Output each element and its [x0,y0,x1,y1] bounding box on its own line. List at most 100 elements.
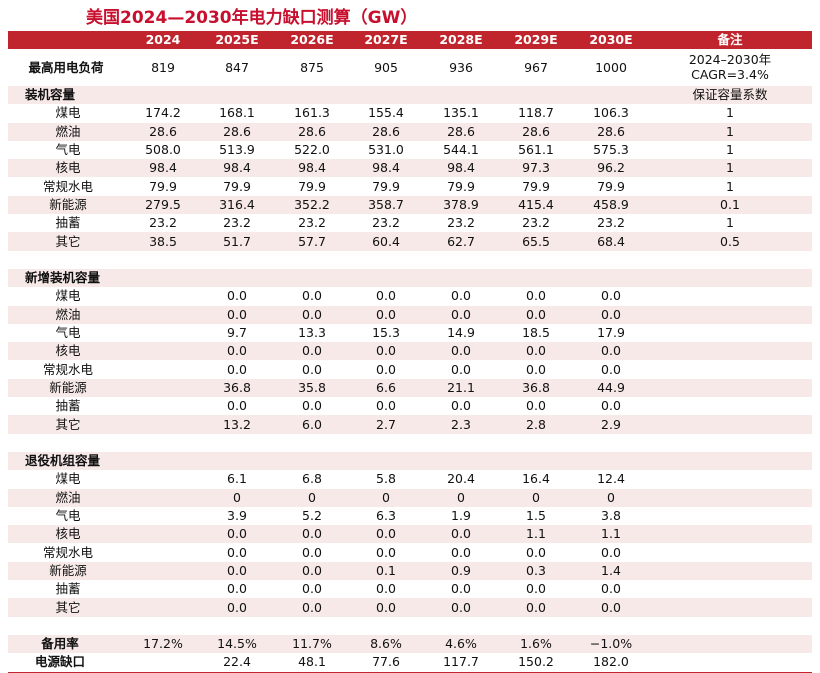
row-label: 其它 [55,599,81,615]
cell: 0.0 [302,398,322,414]
cell: 544.1 [443,142,479,158]
cell: 0.0 [227,599,247,615]
note-cell: 1 [726,142,734,158]
cell: 79.9 [597,178,625,194]
cell: 98.4 [447,160,475,176]
note-cell: 1 [726,123,734,139]
cell: 2.8 [526,416,546,432]
row-label: 煤电 [55,471,81,487]
cell: 0.0 [376,398,396,414]
cell: 28.6 [223,123,251,139]
cell: 352.2 [294,196,330,212]
cell: 0.0 [302,544,322,560]
cell: 0.0 [601,343,621,359]
cell: 0.0 [451,526,471,542]
header-band [8,31,812,49]
cell: 0.0 [227,526,247,542]
row-label: 新能源 [49,379,87,395]
cell: 3.8 [601,508,621,524]
bottom-rule [8,671,812,673]
cell: 415.4 [518,196,554,212]
cell: 23.2 [372,215,400,231]
row-label: 抽蓄 [55,581,81,597]
cell: 0.0 [526,306,546,322]
cell: 0.0 [376,361,396,377]
header-cell: 备注 [717,32,743,47]
cell: 0.0 [451,288,471,304]
cell: 1000 [595,60,627,75]
cell: 60.4 [372,233,400,249]
cell: 28.6 [522,123,550,139]
note-cell: CAGR=3.4% [691,66,769,82]
row-label: 核电 [55,160,81,176]
cell: 51.7 [223,233,251,249]
cell: 0.0 [526,599,546,615]
cell: 0.0 [376,288,396,304]
cell: 458.9 [593,196,629,212]
row-shade [8,525,812,544]
cell: 23.2 [298,215,326,231]
cell: 0.0 [302,599,322,615]
cell: 12.4 [597,471,625,487]
header-cell: 2024 [145,32,181,47]
cell: 513.9 [219,142,255,158]
cell: 13.3 [298,325,326,341]
row-label: 常规水电 [42,544,93,560]
note-cell: 保证容量系数 [692,87,768,103]
cell: 0.0 [601,398,621,414]
row-shade [8,122,812,141]
cell: 0.0 [376,343,396,359]
cell: 0.9 [451,562,471,578]
row-shade [8,195,812,215]
cell: 0 [457,489,465,505]
cell: 20.4 [447,471,475,487]
cell: 0.0 [601,599,621,615]
cell: 79.9 [447,178,475,194]
cell: 14.9 [447,325,475,341]
cell: 0.0 [451,544,471,560]
cell: 79.9 [372,178,400,194]
header-cell: 2029E [514,32,558,47]
cell: 905 [374,60,398,75]
cell: 0.0 [526,544,546,560]
row-shade [8,561,812,581]
cell: 0.0 [601,288,621,304]
cell: 79.9 [522,178,550,194]
cell: 23.2 [149,215,177,231]
cell: 98.4 [149,160,177,176]
cell: 522.0 [294,142,330,158]
cell: 36.8 [223,379,251,395]
cell: 98.4 [298,160,326,176]
row-label: 新能源 [49,196,87,212]
cell: 35.8 [298,379,326,395]
cell: 17.2% [143,636,183,652]
row-shade [8,232,812,251]
cell: 23.2 [522,215,550,231]
row-label: 燃油 [55,489,81,505]
cell: 0.0 [601,581,621,597]
cell: 65.5 [522,233,550,249]
cell: 0.0 [601,544,621,560]
cell: 117.7 [443,654,479,670]
cell: 28.6 [298,123,326,139]
cell: 21.1 [447,379,475,395]
row-label: 煤电 [55,105,81,121]
cell: 3.9 [227,508,247,524]
cell: 0.0 [526,343,546,359]
cell: 0.0 [451,398,471,414]
row-shade [8,488,812,507]
cell: 15.3 [372,325,400,341]
section-title: 退役机组容量 [25,453,101,469]
cell: 2.3 [451,416,471,432]
cell: 0.3 [526,562,546,578]
cell: 0.0 [227,361,247,377]
section-title: 装机容量 [25,87,76,103]
cell: 819 [151,60,175,75]
cell: 0.0 [227,398,247,414]
header-cell: 2027E [364,32,408,47]
cell: 0.0 [526,288,546,304]
note-cell: 0.1 [720,196,740,212]
row-label: 气电 [55,508,81,524]
cell: 98.4 [372,160,400,176]
